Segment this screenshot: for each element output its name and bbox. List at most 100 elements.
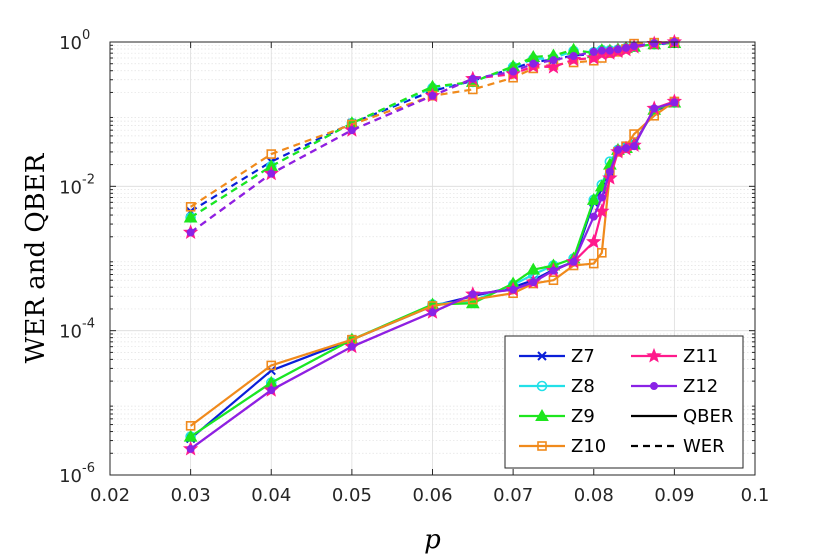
marker-shape xyxy=(347,126,356,135)
series-marker xyxy=(347,342,356,351)
series-marker xyxy=(509,67,518,76)
series-marker xyxy=(605,46,614,55)
marker-shape xyxy=(597,46,606,55)
marker-shape xyxy=(468,84,478,95)
series-marker xyxy=(630,142,639,151)
series-marker xyxy=(267,169,276,178)
marker-shape xyxy=(529,278,538,287)
legend-label: Z12 xyxy=(683,376,718,397)
series-marker xyxy=(468,290,477,299)
series-marker xyxy=(468,74,477,83)
series-marker xyxy=(613,45,622,54)
marker-shape xyxy=(267,169,276,178)
marker-shape xyxy=(630,42,639,51)
x-tick-label: 0.07 xyxy=(493,485,533,506)
series-marker xyxy=(670,98,679,107)
marker-shape xyxy=(428,308,437,317)
marker-shape xyxy=(613,45,622,54)
series-marker xyxy=(536,380,548,392)
series-marker xyxy=(613,145,622,154)
series-marker xyxy=(586,233,602,249)
marker-shape xyxy=(646,347,662,363)
series-marker xyxy=(549,56,558,65)
series-marker xyxy=(569,51,578,60)
series-marker xyxy=(650,104,659,113)
series-marker xyxy=(622,43,630,52)
marker-shape xyxy=(613,145,622,154)
y-tick-exponent: -4 xyxy=(82,317,95,332)
series-marker xyxy=(529,59,538,68)
y-tick-base: 10 xyxy=(59,466,82,487)
series-marker xyxy=(267,386,276,395)
marker-stroke xyxy=(266,365,276,376)
x-tick-label: 0.08 xyxy=(574,485,614,506)
marker-shape xyxy=(529,59,538,68)
legend-label: Z9 xyxy=(571,406,595,427)
marker-stroke xyxy=(537,351,547,361)
legend: Z7 Z8 Z9 Z10 Z11 Z12 QBER WER xyxy=(504,335,744,469)
marker-shape xyxy=(186,444,195,453)
legend-label: Z11 xyxy=(683,346,718,367)
x-tick-label: 0.09 xyxy=(654,485,694,506)
marker-shape xyxy=(185,202,196,212)
series-marker xyxy=(183,210,198,223)
series-marker xyxy=(650,39,659,48)
series-marker xyxy=(586,192,601,205)
series-marker xyxy=(186,444,195,453)
marker-shape xyxy=(650,39,659,48)
series-marker xyxy=(347,126,356,135)
series-z12-qber xyxy=(186,98,679,453)
marker-shape xyxy=(266,360,277,371)
marker-shape xyxy=(509,285,518,294)
marker-shape xyxy=(186,228,195,237)
legend-item-z11: Z11 xyxy=(631,346,718,367)
marker-shape xyxy=(535,408,549,421)
series-marker xyxy=(549,266,558,275)
marker-shape xyxy=(509,67,518,76)
y-tick-label: 10 -6 xyxy=(59,461,95,487)
series-marker xyxy=(605,167,614,176)
x-tick-label: 0.1 xyxy=(741,485,770,506)
series-marker xyxy=(622,143,630,152)
series-marker xyxy=(545,58,562,74)
legend-item-z7: Z7 xyxy=(519,346,595,367)
series-marker xyxy=(266,360,277,371)
y-tick-label: 10 -2 xyxy=(59,172,95,198)
marker-shape xyxy=(185,421,196,431)
x-tick-label: 0.06 xyxy=(412,485,452,506)
x-axis-label: p xyxy=(424,525,441,554)
legend-item-qber: QBER xyxy=(631,406,733,427)
series-marker xyxy=(465,296,480,309)
series-marker xyxy=(602,169,618,185)
series-marker xyxy=(537,351,547,361)
legend-label: QBER xyxy=(683,406,733,427)
series-marker xyxy=(589,47,598,56)
axis-ticks xyxy=(109,41,756,476)
marker-shape xyxy=(183,210,198,223)
y-tick-label: 10 0 xyxy=(59,28,90,54)
marker-shape xyxy=(266,149,277,159)
x-tick-label: 0.02 xyxy=(90,485,130,506)
y-tick-exponent: -2 xyxy=(82,172,95,187)
marker-shape xyxy=(347,342,356,351)
marker-shape xyxy=(586,233,602,249)
legend-item-z9: Z9 xyxy=(519,406,595,427)
series-marker xyxy=(186,228,195,237)
marker-shape xyxy=(548,275,559,286)
marker-shape xyxy=(536,380,548,392)
series-marker xyxy=(537,441,547,451)
marker-shape xyxy=(589,212,598,221)
series-marker xyxy=(266,149,277,159)
legend-item-z12: Z12 xyxy=(631,376,718,397)
y-tick-base: 10 xyxy=(59,177,82,198)
legend-label: Z8 xyxy=(571,376,595,397)
marker-shape xyxy=(569,257,578,266)
marker-shape xyxy=(549,266,558,275)
y-tick-exponent: -6 xyxy=(82,461,95,476)
series-marker xyxy=(428,91,437,100)
y-tick-base: 10 xyxy=(59,322,82,343)
series-marker xyxy=(428,308,437,317)
marker-shape xyxy=(650,104,659,113)
